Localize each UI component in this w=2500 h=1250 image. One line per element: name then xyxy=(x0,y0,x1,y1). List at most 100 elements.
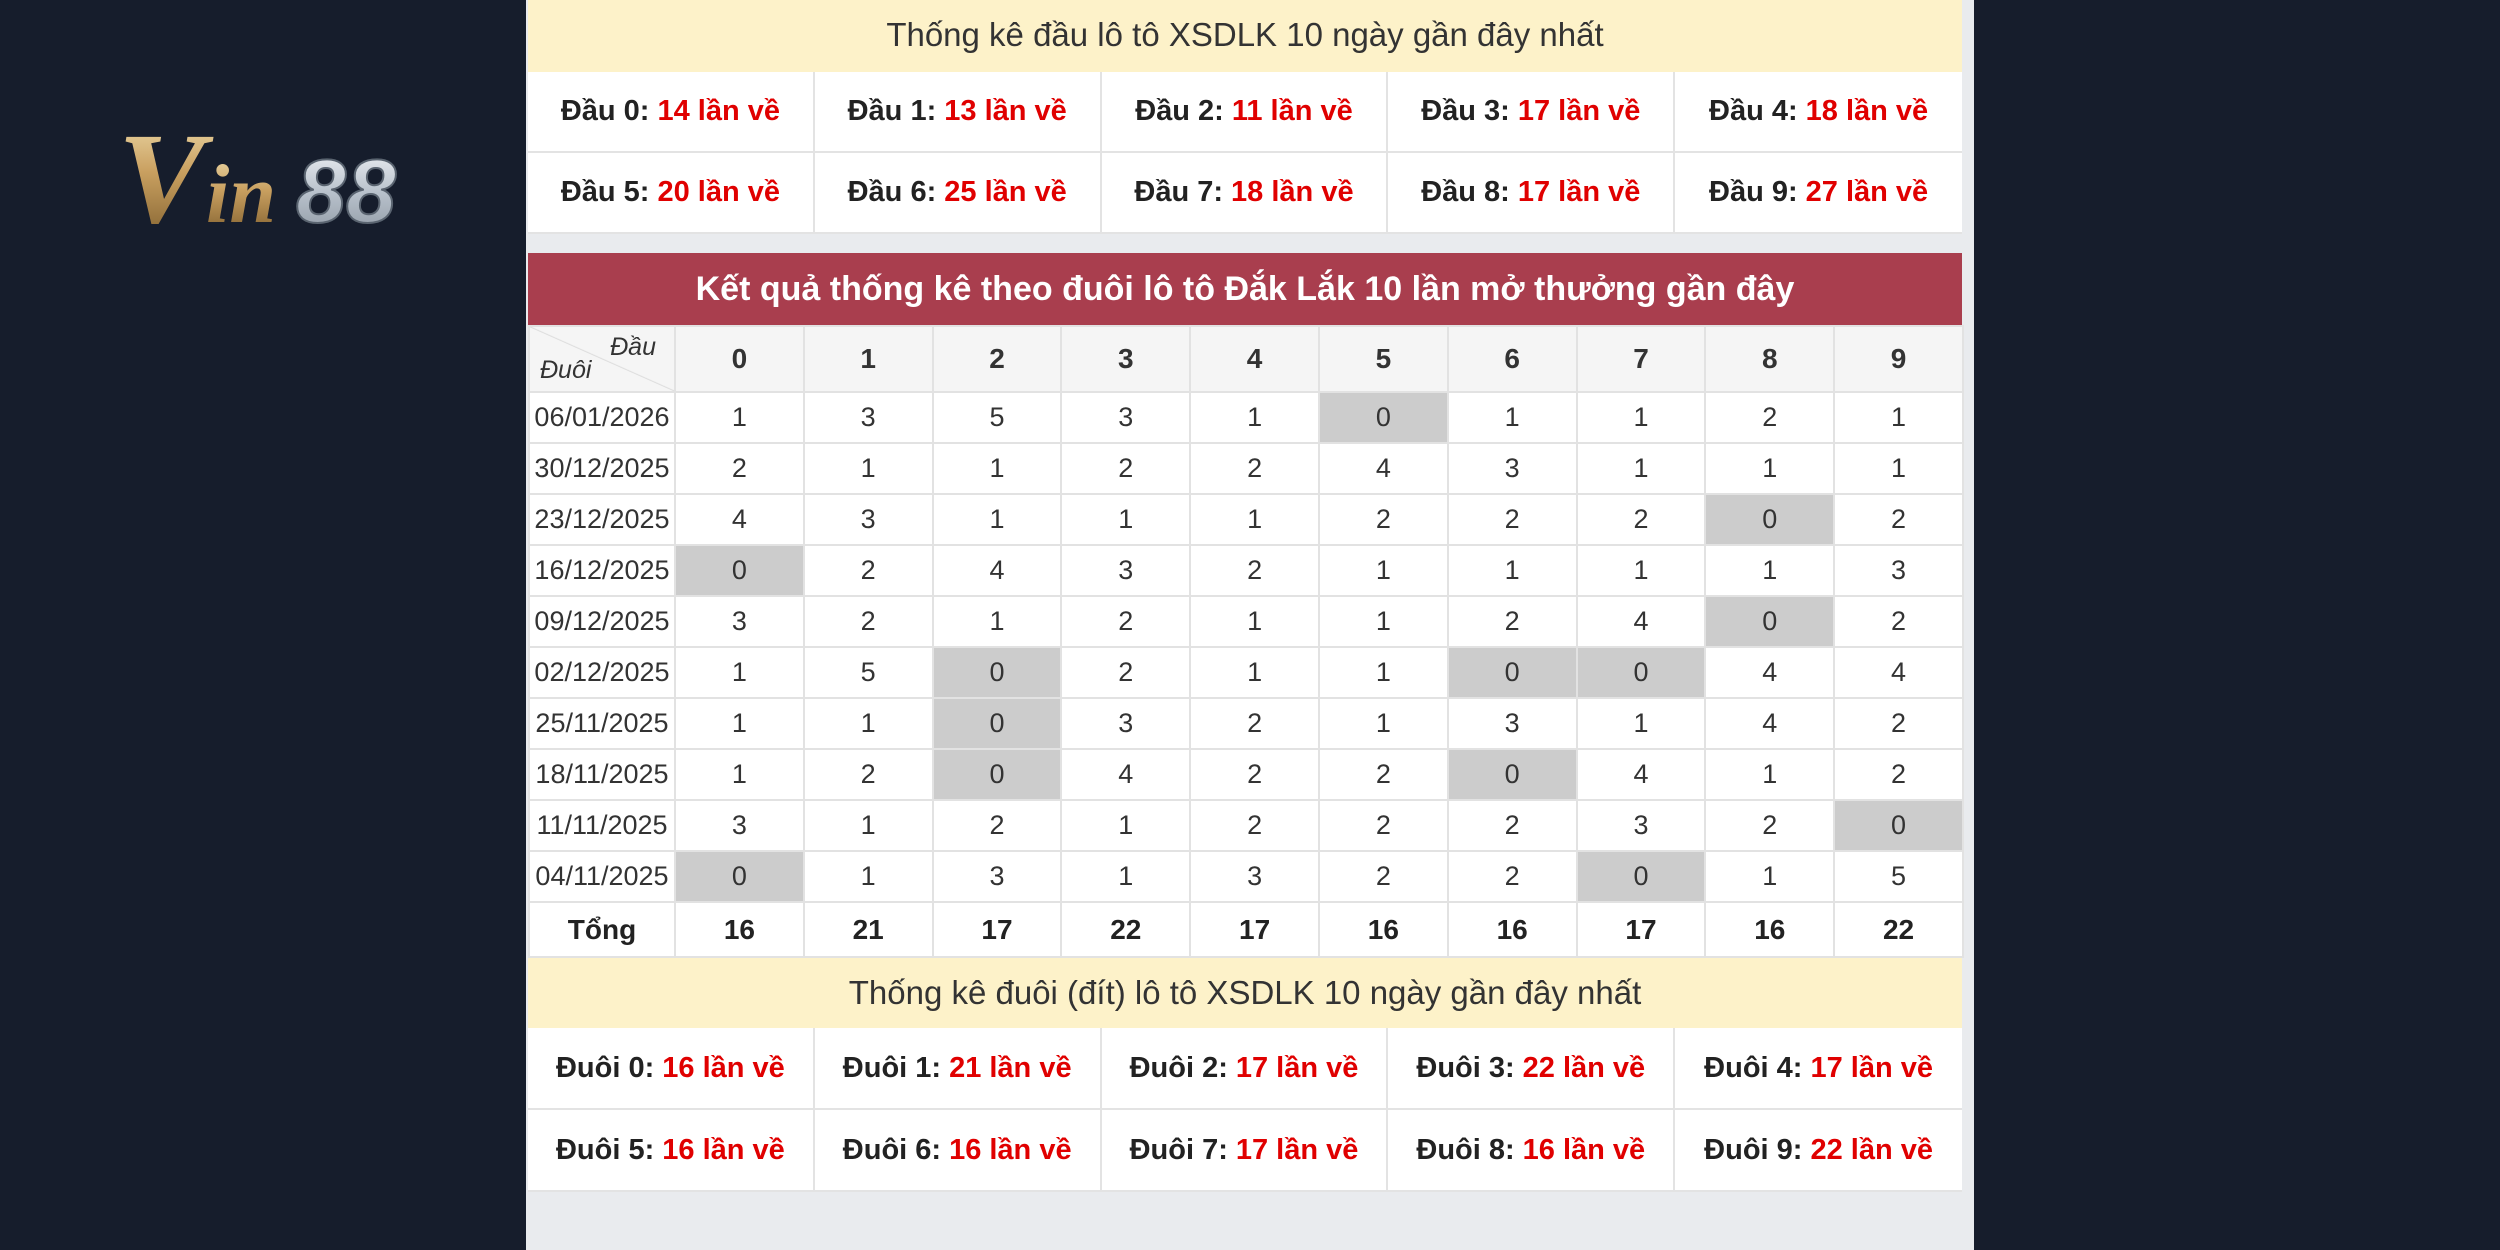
table-cell: 1 xyxy=(674,697,805,750)
head-stat-9: Đầu 9: 27 lần về xyxy=(1675,153,1962,234)
table-cell: 1 xyxy=(931,493,1063,546)
table-cell: 0 xyxy=(674,544,805,597)
table-cell: 0 xyxy=(1704,493,1836,546)
table-cell: 2 xyxy=(1446,493,1578,546)
table-cell: 0 xyxy=(674,850,805,903)
table-cell: 2 xyxy=(802,595,934,648)
total-cell: 16 xyxy=(1704,901,1836,958)
table-cell: 1 xyxy=(1060,799,1192,852)
tail-stat-0: Đuôi 0: 16 lần về xyxy=(528,1028,815,1110)
table-cell: 4 xyxy=(1704,697,1836,750)
tail-stat-9: Đuôi 9: 22 lần về xyxy=(1675,1110,1962,1192)
table-cell: 5 xyxy=(931,391,1063,444)
table-cell: 2 xyxy=(1060,595,1192,648)
head-stat-value: 17 lần về xyxy=(1517,95,1641,127)
head-stat-value: 20 lần về xyxy=(657,176,780,208)
table-cell: 1 xyxy=(1446,544,1578,597)
table-cell: 0 xyxy=(931,646,1063,699)
row-date: 23/12/2025 xyxy=(528,493,676,546)
corner-duoi-label: Đuôi xyxy=(540,356,592,384)
row-date: 18/11/2025 xyxy=(528,748,676,801)
head-stat-7: Đầu 7: 18 lần về xyxy=(1101,153,1389,234)
table-cell: 2 xyxy=(1833,748,1964,801)
head-stat-label: Đầu 5: xyxy=(560,176,650,208)
table-cell: 4 xyxy=(674,493,805,546)
table-cell: 5 xyxy=(802,646,934,699)
tail-stat-2: Đuôi 2: 17 lần về xyxy=(1101,1028,1389,1110)
head-stat-4: Đầu 4: 18 lần về xyxy=(1675,72,1962,153)
head-stat-value: 13 lần về xyxy=(944,95,1067,127)
table-cell: 0 xyxy=(931,697,1063,750)
table-cell: 1 xyxy=(1833,391,1964,444)
table-cell: 2 xyxy=(1317,799,1449,852)
table-cell: 1 xyxy=(1317,595,1449,648)
tail-stat-value: 16 lần về xyxy=(949,1133,1072,1166)
table-cell: 3 xyxy=(1833,544,1964,597)
table-cell: 1 xyxy=(1189,391,1320,444)
table-cell: 1 xyxy=(1189,595,1320,648)
tail-stat-label: Đuôi 7: xyxy=(1129,1133,1228,1166)
table-cell: 2 xyxy=(1189,748,1320,801)
table-cell: 0 xyxy=(931,748,1063,801)
column-header: 3 xyxy=(1060,325,1192,393)
table-cell: 0 xyxy=(1575,646,1707,699)
table-cell: 1 xyxy=(1575,544,1707,597)
table-row: 11/11/2025 3 1 2 1 2 2 2 3 2 0 xyxy=(528,799,1964,852)
table-cell: 1 xyxy=(1317,697,1449,750)
table-cell: 1 xyxy=(802,850,934,903)
svg-text:V: V xyxy=(118,110,214,240)
table-title: Kết quả thống kê theo đuôi lô tô Đắk Lắk… xyxy=(528,253,1962,325)
row-date: 11/11/2025 xyxy=(528,799,676,852)
total-cell: 16 xyxy=(1446,901,1578,958)
table-cell: 3 xyxy=(1575,799,1707,852)
table-cell: 4 xyxy=(1575,595,1707,648)
head-stat-value: 14 lần về xyxy=(657,95,780,127)
table-cell: 1 xyxy=(1704,544,1836,597)
table-cell: 4 xyxy=(1317,442,1449,495)
table-row: 25/11/2025 1 1 0 3 2 1 3 1 4 2 xyxy=(528,697,1964,750)
table-cell: 2 xyxy=(1189,442,1320,495)
head-stat-label: Đầu 7: xyxy=(1134,176,1224,208)
table-cell: 2 xyxy=(1575,493,1707,546)
tail-stat-7: Đuôi 7: 17 lần về xyxy=(1101,1110,1389,1192)
head-stat-label: Đầu 4: xyxy=(1709,95,1798,127)
tail-stat-value: 17 lần về xyxy=(1810,1051,1933,1084)
table-cell: 1 xyxy=(1704,850,1836,903)
table-cell: 3 xyxy=(1060,544,1192,597)
total-cell: 21 xyxy=(802,901,934,958)
table-cell: 3 xyxy=(1446,697,1578,750)
head-stat-value: 27 lần về xyxy=(1805,176,1929,208)
column-header: 1 xyxy=(802,325,934,393)
column-header: 4 xyxy=(1189,325,1320,393)
tail-stat-8: Đuôi 8: 16 lần về xyxy=(1388,1110,1676,1192)
table-cell: 4 xyxy=(1060,748,1192,801)
table-cell: 2 xyxy=(1060,646,1192,699)
table-cell: 5 xyxy=(1833,850,1964,903)
head-stat-label: Đầu 3: xyxy=(1421,95,1510,127)
tail-stat-label: Đuôi 2: xyxy=(1129,1051,1228,1084)
head-stat-5: Đầu 5: 20 lần về xyxy=(528,153,815,234)
tail-stat-5: Đuôi 5: 16 lần về xyxy=(528,1110,815,1192)
total-row: Tổng 16 21 17 22 17 16 16 17 16 22 xyxy=(528,901,1964,958)
tail-stat-value: 16 lần về xyxy=(662,1133,785,1166)
head-stat-3: Đầu 3: 17 lần về xyxy=(1388,72,1676,153)
table-cell: 3 xyxy=(674,799,805,852)
table-cell: 2 xyxy=(1317,850,1449,903)
row-date: 06/01/2026 xyxy=(528,391,676,444)
tail-stat-label: Đuôi 1: xyxy=(842,1051,942,1084)
tail-stats-title: Thống kê đuôi (đít) lô tô XSDLK 10 ngày … xyxy=(528,958,1962,1028)
svg-text:88: 88 xyxy=(296,142,396,240)
table-cell: 2 xyxy=(1446,799,1578,852)
table-cell: 1 xyxy=(1189,493,1320,546)
tail-stat-6: Đuôi 6: 16 lần về xyxy=(814,1110,1102,1192)
tail-stat-3: Đuôi 3: 22 lần về xyxy=(1388,1028,1676,1110)
table-cell: 1 xyxy=(1575,391,1707,444)
table-cell: 0 xyxy=(1446,748,1578,801)
table-cell: 2 xyxy=(674,442,805,495)
total-cell: 17 xyxy=(1575,901,1707,958)
table-cell: 0 xyxy=(1575,850,1707,903)
head-stat-value: 25 lần về xyxy=(944,176,1067,208)
table-row: 30/12/2025 2 1 1 2 2 4 3 1 1 1 xyxy=(528,442,1964,495)
row-date: 09/12/2025 xyxy=(528,595,676,648)
head-stat-label: Đầu 8: xyxy=(1421,176,1510,208)
